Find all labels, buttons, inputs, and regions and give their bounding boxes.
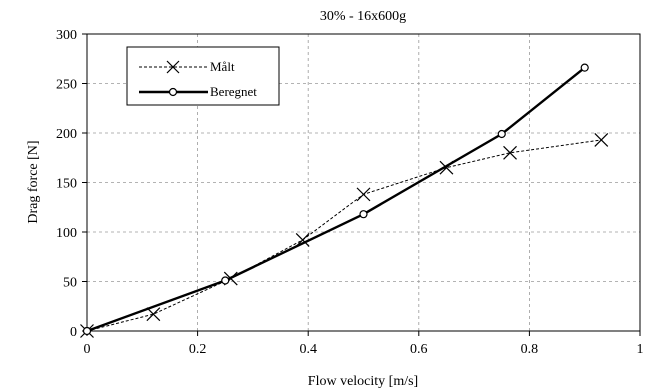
chart-title: 30% - 16x600g xyxy=(320,9,406,24)
y-tick-label: 300 xyxy=(56,28,77,43)
y-tick-label: 200 xyxy=(56,127,77,142)
y-tick-label: 150 xyxy=(56,177,77,192)
x-axis-label: Flow velocity [m/s] xyxy=(308,374,418,389)
y-tick-label: 0 xyxy=(70,325,77,340)
y-tick-label: 50 xyxy=(63,276,77,291)
legend-label-beregnet: Beregnet xyxy=(210,84,257,99)
legend: Målt Beregnet xyxy=(126,46,280,106)
data-point-beregnet xyxy=(497,129,506,139)
legend-marker-malt xyxy=(166,60,180,74)
y-axis-label: Drag force [N] xyxy=(26,140,41,223)
data-point-beregnet xyxy=(82,326,92,336)
data-point-m-lt xyxy=(356,187,371,202)
x-tick-label: 0.6 xyxy=(410,342,428,357)
legend-marker-beregnet xyxy=(168,87,178,97)
x-tick-label: 0.2 xyxy=(189,342,207,357)
x-tick-label: 0 xyxy=(84,342,91,357)
data-point-beregnet xyxy=(221,276,230,285)
series-layer xyxy=(80,63,609,338)
data-point-beregnet xyxy=(580,63,589,72)
x-tick-label: 0.8 xyxy=(521,342,539,357)
legend-box xyxy=(126,46,280,106)
series-line-m-lt xyxy=(86,139,602,332)
data-point-m-lt xyxy=(594,133,609,147)
y-tick-label: 100 xyxy=(56,226,77,241)
data-point-beregnet xyxy=(359,210,368,219)
legend-label-malt: Målt xyxy=(210,59,235,74)
data-point-m-lt xyxy=(503,145,517,160)
x-tick-label: 1 xyxy=(637,342,644,357)
axis-ticks: 0 0.2 0.4 0.6 0.8 1 0 50 100 150 200 250 300 xyxy=(56,28,644,357)
y-tick-label: 250 xyxy=(56,78,77,93)
x-tick-label: 0.4 xyxy=(299,342,317,357)
series-line-beregnet xyxy=(86,66,586,333)
data-point-m-lt xyxy=(146,307,161,322)
